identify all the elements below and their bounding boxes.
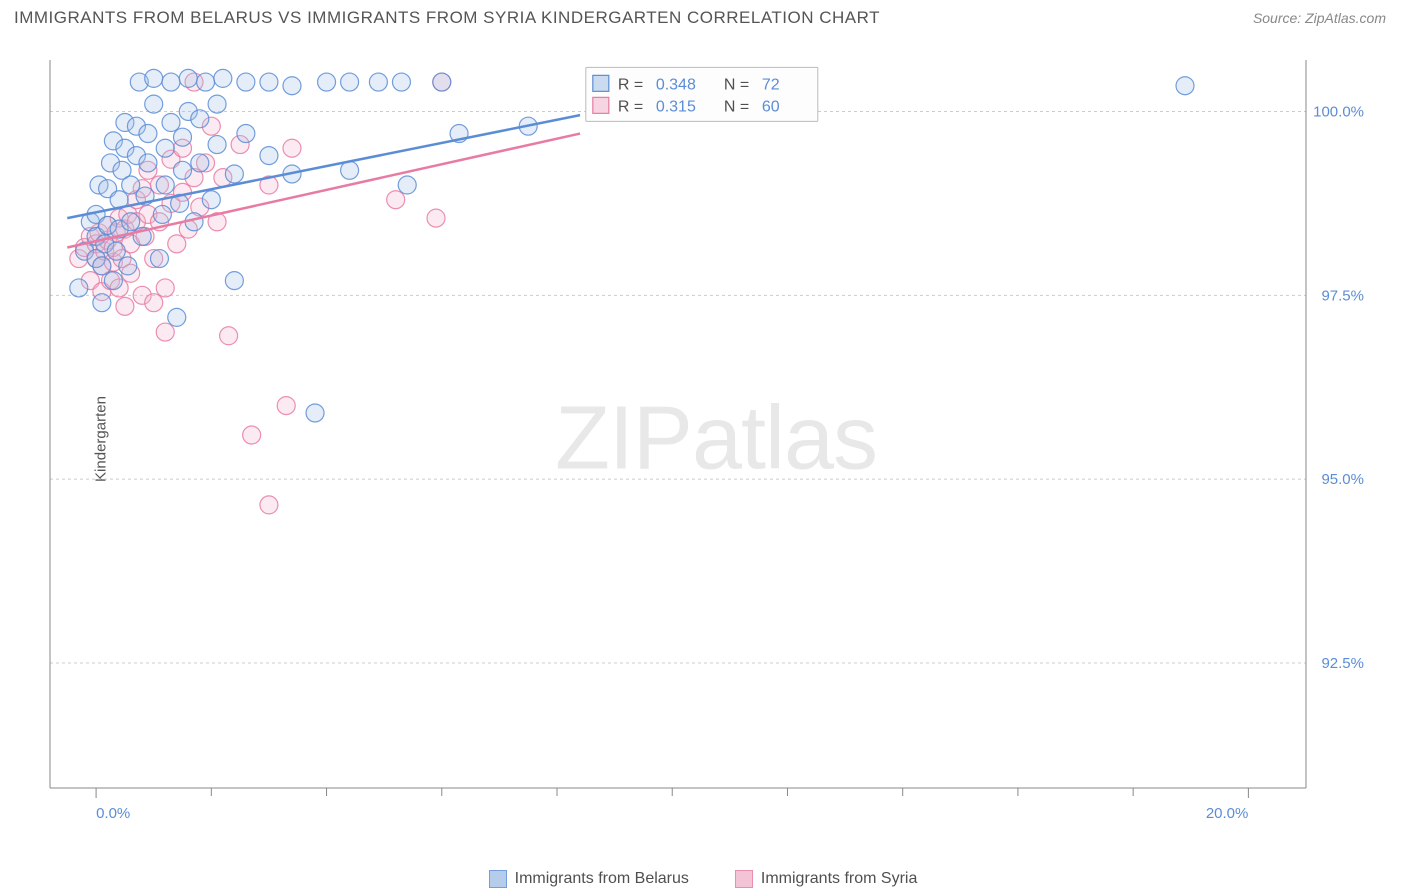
- legend-swatch: [489, 870, 507, 888]
- svg-text:0.0%: 0.0%: [96, 805, 130, 822]
- scatter-svg: 92.5% 95.0% 97.5% 100.0% 0.0% 20.0% R = 0.348 N …: [46, 54, 1386, 824]
- legend-label: Immigrants from Belarus: [515, 870, 689, 888]
- legend-label: Immigrants from Syria: [761, 870, 917, 888]
- chart-title: IMMIGRANTS FROM BELARUS VS IMMIGRANTS FR…: [14, 8, 880, 28]
- svg-text:60: 60: [762, 98, 780, 115]
- legend-bottom: Immigrants from Belarus Immigrants from S…: [0, 870, 1406, 888]
- svg-text:R =: R =: [618, 98, 643, 115]
- legend-item: Immigrants from Belarus: [489, 870, 689, 888]
- plot-area: Kindergarten ZIPatlas 92.5%95.0%97.5%100…: [46, 54, 1386, 824]
- svg-text:92.5%: 92.5%: [1321, 655, 1364, 672]
- svg-text:N =: N =: [724, 76, 749, 93]
- source-label: Source: ZipAtlas.com: [1253, 10, 1386, 26]
- svg-text:100.0%: 100.0%: [1313, 103, 1364, 120]
- legend-swatch: [735, 870, 753, 888]
- svg-text:72: 72: [762, 76, 780, 93]
- svg-text:95.0%: 95.0%: [1321, 471, 1364, 488]
- svg-text:R =: R =: [618, 76, 643, 93]
- legend-item: Immigrants from Syria: [735, 870, 917, 888]
- svg-text:20.0%: 20.0%: [1206, 805, 1249, 822]
- svg-text:0.348: 0.348: [656, 76, 696, 93]
- svg-text:N =: N =: [724, 98, 749, 115]
- svg-text:0.315: 0.315: [656, 98, 696, 115]
- svg-text:97.5%: 97.5%: [1321, 287, 1364, 304]
